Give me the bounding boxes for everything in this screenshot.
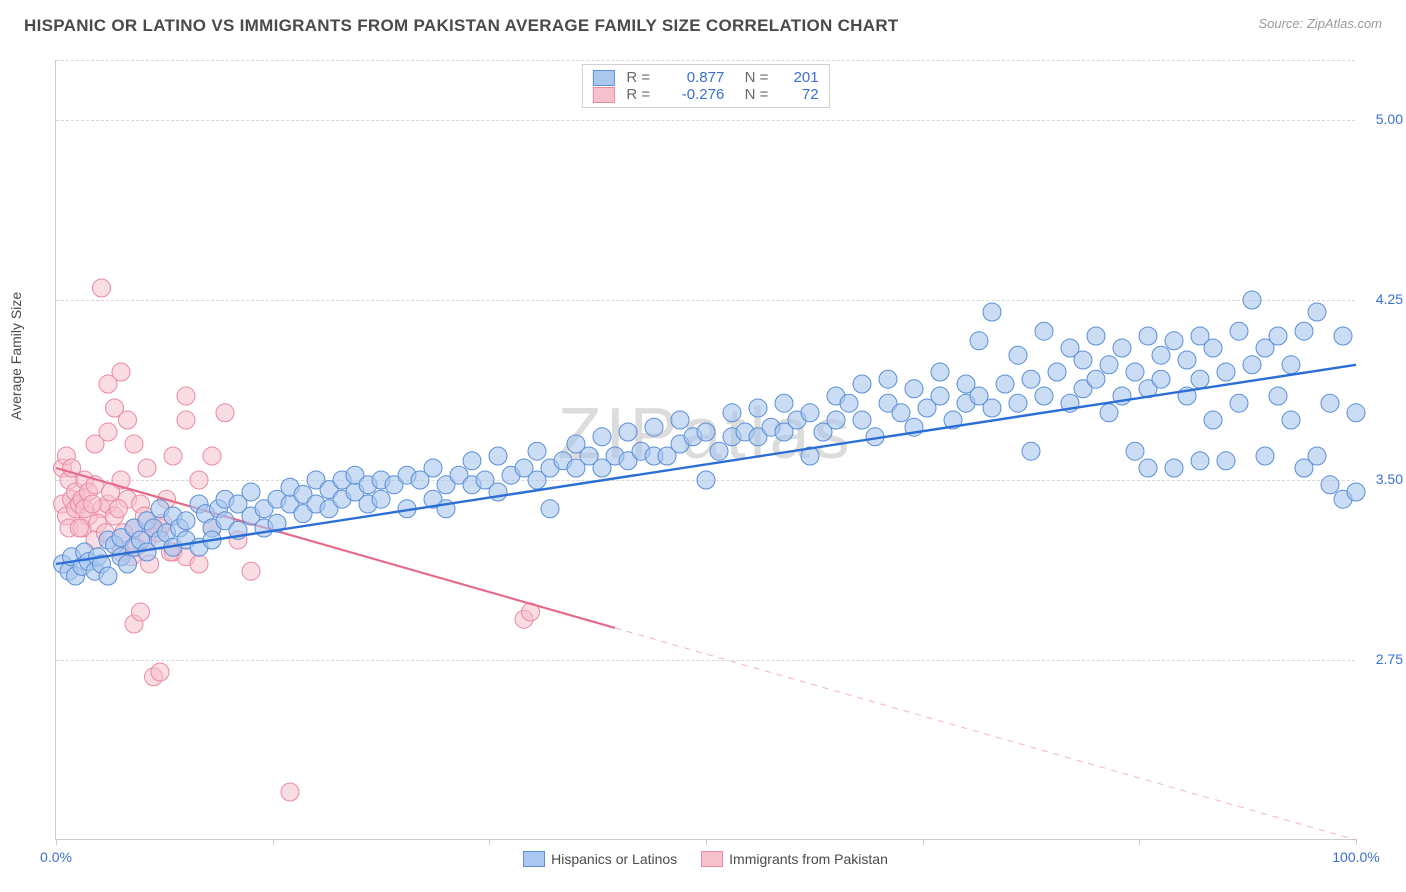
legend-n-blue: 201 [785, 69, 819, 86]
y-axis-label: Average Family Size [8, 292, 24, 420]
chart-svg [56, 60, 1356, 840]
legend-r-blue: 0.877 [666, 69, 724, 86]
legend-item-pink: Immigrants from Pakistan [701, 851, 888, 867]
source-label: Source: ZipAtlas.com [1258, 16, 1382, 31]
y-tick-label: 2.75 [1376, 651, 1403, 667]
swatch-pink-icon [701, 851, 723, 867]
legend-n-label: N = [736, 69, 772, 86]
y-tick-label: 5.00 [1376, 111, 1403, 127]
swatch-blue-icon [523, 851, 545, 867]
legend-r-label: R = [626, 69, 654, 86]
plot-area: ZIPatlas 2.753.504.255.00 0.0%100.0% R =… [55, 60, 1355, 840]
legend-series: Hispanics or Latinos Immigrants from Pak… [56, 851, 1355, 867]
legend-item-blue: Hispanics or Latinos [523, 851, 677, 867]
swatch-pink-icon [592, 87, 614, 103]
legend-r-label: R = [626, 86, 654, 103]
chart-title: HISPANIC OR LATINO VS IMMIGRANTS FROM PA… [24, 16, 899, 36]
legend-n-label: N = [736, 86, 772, 103]
title-bar: HISPANIC OR LATINO VS IMMIGRANTS FROM PA… [24, 16, 1382, 36]
y-tick-label: 3.50 [1376, 471, 1403, 487]
legend-r-pink: -0.276 [666, 86, 724, 103]
legend-label-blue: Hispanics or Latinos [551, 851, 677, 867]
swatch-blue-icon [592, 70, 614, 86]
legend-correlation: R = 0.877 N = 201 R = -0.276 N = 72 [581, 64, 829, 108]
y-tick-label: 4.25 [1376, 291, 1403, 307]
legend-label-pink: Immigrants from Pakistan [729, 851, 888, 867]
legend-n-pink: 72 [785, 86, 819, 103]
legend-row-pink: R = -0.276 N = 72 [592, 86, 818, 103]
legend-row-blue: R = 0.877 N = 201 [592, 69, 818, 86]
